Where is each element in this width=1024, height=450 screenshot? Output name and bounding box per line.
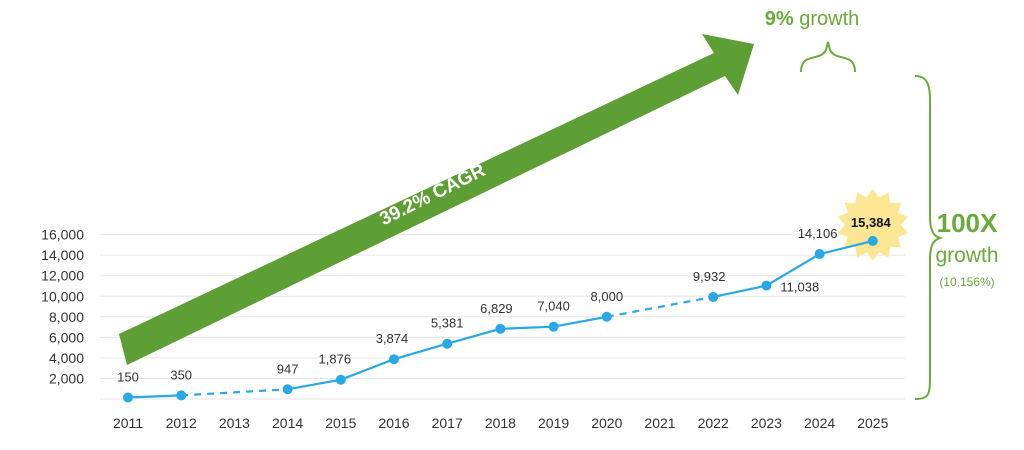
top-growth-word: growth xyxy=(794,8,860,30)
right-growth-percent: (10,156%) xyxy=(939,275,994,289)
data-point-2014 xyxy=(282,384,293,395)
data-point-2023 xyxy=(761,280,772,291)
y-tick-label: 2,000 xyxy=(49,370,84,386)
data-point-2016 xyxy=(389,354,399,365)
series-line-solid xyxy=(712,239,874,298)
series-line-dashed xyxy=(606,295,714,318)
data-label-2011: 150 xyxy=(117,369,139,384)
x-tick-label: 2015 xyxy=(325,415,356,431)
series-line-solid xyxy=(127,394,182,399)
x-tick-label: 2012 xyxy=(166,415,197,431)
right-growth-word: growth xyxy=(935,244,998,267)
y-tick-label: 12,000 xyxy=(41,268,84,284)
y-tick-label: 14,000 xyxy=(41,247,84,263)
data-label-2016: 3,874 xyxy=(376,331,409,346)
data-label-2018: 6,829 xyxy=(480,301,513,316)
x-tick-label: 2021 xyxy=(644,415,675,431)
x-tick-label: 2023 xyxy=(751,415,782,431)
data-point-2012 xyxy=(176,390,187,401)
y-tick-label: 6,000 xyxy=(49,329,84,345)
highlight-burst-group xyxy=(837,188,908,261)
right-growth-brace xyxy=(914,75,944,400)
data-label-2019: 7,040 xyxy=(537,299,570,314)
top-growth-brace xyxy=(800,41,856,73)
top-growth-percent: 9% xyxy=(765,8,794,30)
x-axis-ticks: 2011 2012 2013 2014 2015 2016 2017 2018 2019 2020… xyxy=(113,415,889,431)
highlight-burst xyxy=(837,188,908,261)
y-tick-label: 4,000 xyxy=(49,350,84,366)
data-point-2022 xyxy=(708,291,719,302)
x-tick-label: 2016 xyxy=(378,415,409,431)
top-growth-label: 9% growth xyxy=(765,8,860,30)
growth-annotations: 9% growth 100X growth (10,156%) xyxy=(765,8,999,400)
x-tick-label: 2017 xyxy=(432,415,463,431)
data-point-2017 xyxy=(442,338,453,349)
x-tick-label: 2025 xyxy=(857,415,888,431)
data-label-2024: 14,106 xyxy=(798,226,838,241)
data-label-2017: 5,381 xyxy=(431,316,464,331)
x-tick-label: 2011 xyxy=(113,415,143,431)
data-label-2020: 8,000 xyxy=(591,289,624,304)
x-tick-label: 2013 xyxy=(219,415,250,431)
data-point-2011 xyxy=(123,392,133,403)
data-point-2024 xyxy=(814,249,825,260)
data-label-2015: 1,876 xyxy=(319,352,352,367)
data-point-2019 xyxy=(548,321,559,332)
x-tick-label: 2018 xyxy=(485,415,516,431)
data-label-2023: 11,038 xyxy=(780,280,819,295)
y-tick-label: 10,000 xyxy=(41,288,84,304)
data-labels: 150 350 947 1,876 3,874 5,381 6,829 7,040 8,000 9… xyxy=(117,215,891,385)
data-point-2020 xyxy=(601,311,612,322)
x-tick-label: 2022 xyxy=(698,415,729,431)
right-growth-multiplier: 100X xyxy=(937,208,998,238)
y-axis-ticks: 2,000 4,000 6,000 8,000 10,000 12,000 14,000 16… xyxy=(41,227,84,387)
data-point-2015 xyxy=(335,374,346,385)
data-label-2025: 15,384 xyxy=(851,215,892,230)
x-tick-label: 2014 xyxy=(272,415,303,431)
y-tick-label: 16,000 xyxy=(41,227,84,243)
series-lines xyxy=(127,239,874,399)
cagr-arrow xyxy=(119,34,754,365)
series-points xyxy=(123,235,878,403)
x-tick-label: 2024 xyxy=(804,415,835,431)
data-label-2014: 947 xyxy=(277,361,299,376)
y-tick-label: 8,000 xyxy=(49,309,84,325)
data-point-2018 xyxy=(495,323,506,334)
series-line-dashed xyxy=(181,388,288,397)
data-point-2025 xyxy=(867,235,878,246)
data-label-2012: 350 xyxy=(170,367,192,382)
data-label-2022: 9,932 xyxy=(693,269,726,284)
x-tick-label: 2020 xyxy=(591,415,622,431)
x-tick-label: 2019 xyxy=(538,415,569,431)
